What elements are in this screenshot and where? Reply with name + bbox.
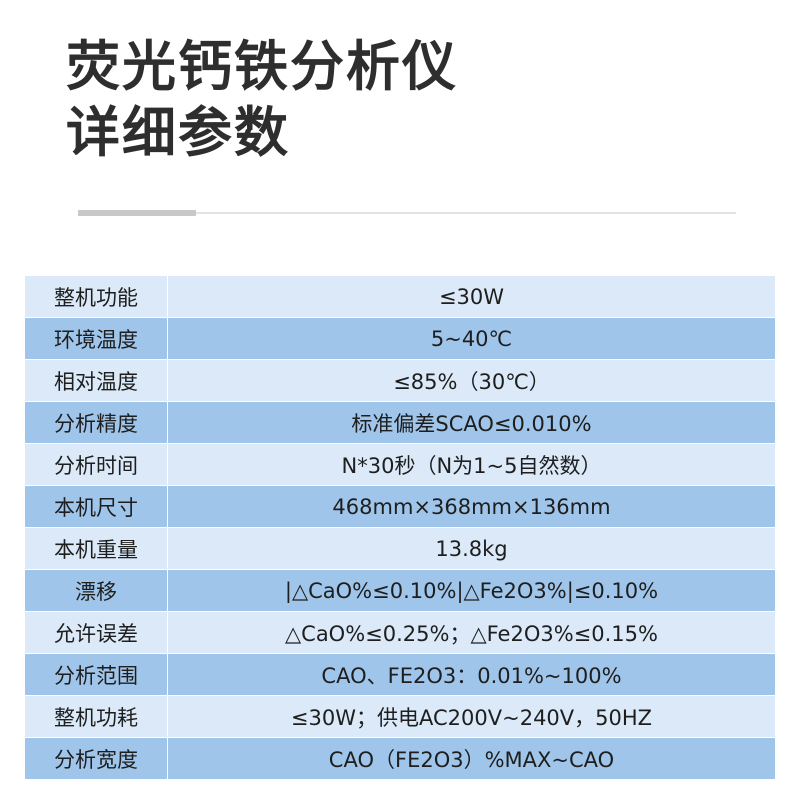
spec-label: 分析宽度: [24, 737, 168, 780]
spec-value: 5~40℃: [167, 317, 776, 360]
spec-row-relative-temperature: 相对温度 ≤85%（30℃）: [24, 359, 776, 402]
title-line-subtitle: 详细参数: [66, 101, 290, 164]
spec-row-drift: 漂移 |△CaO%≤0.10%|△Fe2O3%|≤0.10%: [24, 569, 776, 612]
spec-table-body: 整机功能 ≤30W 环境温度 5~40℃ 相对温度 ≤85%（30℃） 分析精度…: [24, 275, 776, 780]
spec-label: 整机功能: [24, 275, 168, 318]
spec-value: 13.8kg: [167, 527, 776, 570]
spec-row-analysis-width: 分析宽度 CAO（FE2O3）%MAX~CAO: [24, 737, 776, 780]
spec-label: 分析范围: [24, 653, 168, 696]
spec-value: ≤30W: [167, 275, 776, 318]
spec-label: 漂移: [24, 569, 168, 612]
spec-label: 本机尺寸: [24, 485, 168, 528]
spec-label: 环境温度: [24, 317, 168, 360]
spec-label: 本机重量: [24, 527, 168, 570]
title-divider-accent: [78, 210, 196, 216]
spec-label: 整机功耗: [24, 695, 168, 738]
spec-row-precision: 分析精度 标准偏差SCAO≤0.010%: [24, 401, 776, 444]
spec-row-tolerance: 允许误差 △CaO%≤0.25%；△Fe2O3%≤0.15%: [24, 611, 776, 654]
title-line-product: 荧光钙铁分析仪: [66, 35, 458, 98]
spec-label: 分析时间: [24, 443, 168, 486]
spec-row-dimensions: 本机尺寸 468mm×368mm×136mm: [24, 485, 776, 528]
spec-row-ambient-temperature: 环境温度 5~40℃: [24, 317, 776, 360]
spec-row-weight: 本机重量 13.8kg: [24, 527, 776, 570]
spec-value: 468mm×368mm×136mm: [167, 485, 776, 528]
title-divider: [78, 212, 736, 214]
spec-row-power: 整机功能 ≤30W: [24, 275, 776, 318]
spec-value: △CaO%≤0.25%；△Fe2O3%≤0.15%: [167, 611, 776, 654]
spec-value: |△CaO%≤0.10%|△Fe2O3%|≤0.10%: [167, 569, 776, 612]
spec-value: 标准偏差SCAO≤0.010%: [167, 401, 776, 444]
spec-value: N*30秒（N为1~5自然数）: [167, 443, 776, 486]
spec-row-range: 分析范围 CAO、FE2O3：0.01%~100%: [24, 653, 776, 696]
spec-label: 允许误差: [24, 611, 168, 654]
spec-label: 相对温度: [24, 359, 168, 402]
page-title: 荧光钙铁分析仪 详细参数: [66, 34, 458, 166]
spec-table: 整机功能 ≤30W 环境温度 5~40℃ 相对温度 ≤85%（30℃） 分析精度…: [24, 275, 776, 780]
spec-value: CAO、FE2O3：0.01%~100%: [167, 653, 776, 696]
spec-row-analysis-time: 分析时间 N*30秒（N为1~5自然数）: [24, 443, 776, 486]
spec-value: ≤30W；供电AC200V~240V，50HZ: [167, 695, 776, 738]
spec-value: CAO（FE2O3）%MAX~CAO: [167, 737, 776, 780]
spec-label: 分析精度: [24, 401, 168, 444]
spec-row-power-consumption: 整机功耗 ≤30W；供电AC200V~240V，50HZ: [24, 695, 776, 738]
spec-value: ≤85%（30℃）: [167, 359, 776, 402]
